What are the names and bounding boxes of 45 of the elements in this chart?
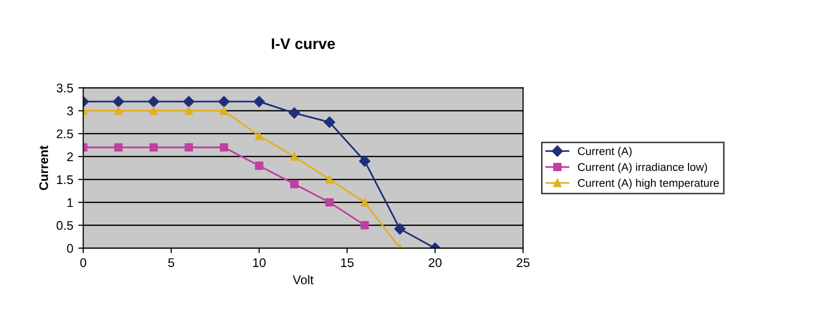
chart-title: I-V curve [272, 38, 335, 50]
point [254, 132, 264, 140]
point [290, 152, 299, 161]
point [360, 198, 369, 207]
y-tick-label: 3 [67, 106, 73, 116]
x-tick-label: 5 [168, 258, 174, 268]
point [149, 143, 158, 152]
y-tick-label: 3.5 [56, 84, 73, 92]
point [325, 175, 334, 184]
x-tick-label: 25 [516, 258, 530, 268]
point [359, 156, 370, 167]
point [254, 96, 265, 108]
x-tick-label: 15 [341, 258, 354, 268]
point [184, 106, 193, 115]
y-tick-label: 1 [68, 198, 73, 207]
y-axis-title: Current [39, 146, 48, 190]
point [148, 96, 160, 108]
x-tick-label: 20 [428, 258, 442, 268]
y-tick-label: 0 [67, 244, 74, 253]
legend-label: Current (A) high temperature [578, 178, 719, 190]
legend-label: Current (A) irradiance low) [578, 162, 707, 174]
point [324, 116, 336, 128]
x-tick-label: 0 [80, 258, 86, 268]
x-axis-title: Volt [292, 275, 314, 284]
y-tick-label: 2.5 [56, 129, 73, 138]
point [114, 106, 123, 115]
y-tick-label: 0.5 [56, 221, 73, 230]
legend-label: Current (A) [578, 146, 632, 158]
point [220, 143, 228, 152]
point [290, 180, 299, 188]
point [360, 221, 369, 230]
point [288, 107, 300, 119]
x-tick-label: 10 [253, 258, 266, 268]
point [218, 96, 230, 108]
y-tick-label: 2 [67, 152, 73, 162]
point [254, 162, 264, 170]
point [184, 143, 193, 152]
point [325, 198, 334, 207]
point [394, 223, 406, 235]
point [149, 106, 158, 115]
point [114, 143, 123, 152]
point [220, 106, 228, 115]
point [112, 96, 124, 108]
y-tick-label: 1.5 [57, 175, 73, 184]
point [183, 96, 194, 108]
